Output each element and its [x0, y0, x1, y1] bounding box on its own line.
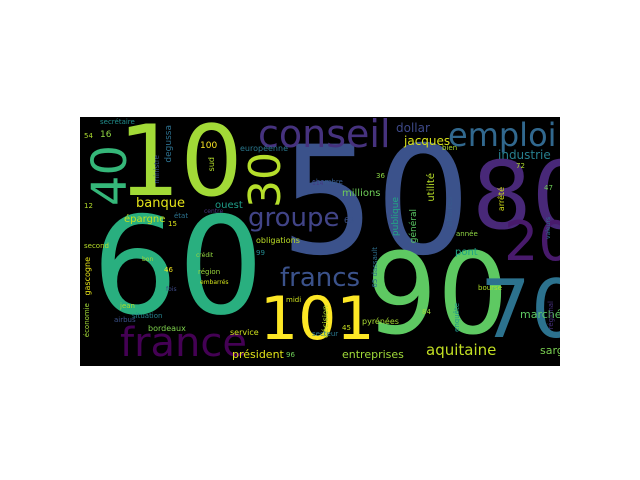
word-114: 114: [312, 180, 324, 187]
word-chambre: chambre: [312, 178, 343, 186]
word-pyrenees: pyrénées: [362, 317, 399, 326]
word-economie: économie: [83, 303, 91, 338]
word-pont: pont: [455, 247, 478, 258]
word-president: président: [232, 348, 284, 361]
word-fois: fois: [166, 286, 177, 293]
word-16: 16: [100, 130, 112, 140]
word-centre: centre: [204, 208, 224, 215]
word-regional: régional: [547, 301, 555, 330]
word-dollar: dollar: [396, 121, 430, 135]
word-45: 45: [342, 324, 351, 332]
word-aquitaine: aquitaine: [426, 341, 497, 359]
word-10: 10: [118, 117, 243, 219]
word-bourse: bourse: [478, 284, 502, 292]
word-jacques: jacques: [404, 134, 451, 148]
word-region: région: [198, 268, 221, 276]
word-99: 99: [256, 249, 265, 257]
word-20: 20: [504, 210, 560, 273]
word-46: 46: [164, 266, 173, 274]
word-midi: midi: [286, 296, 302, 304]
word-secteur: secteur: [312, 330, 339, 338]
word-arrete: arrêté: [497, 187, 506, 212]
word-bon: bon: [142, 256, 154, 263]
word-90: 90: [366, 230, 509, 360]
word-30: 30: [240, 152, 291, 208]
word-36: 36: [376, 172, 385, 180]
word-valeurs: valeurs: [545, 217, 552, 239]
word-cloud: 50 60 10 90 80 70 40 30 20 101 conseil e…: [80, 117, 560, 366]
word-francs: francs: [280, 263, 361, 293]
word-annee: année: [456, 230, 478, 238]
word-affaires: affaires: [445, 197, 454, 227]
word-general: général: [409, 209, 419, 244]
word-degussa: degussa: [164, 125, 174, 163]
word-conseil: conseil: [258, 117, 391, 156]
word-50: 50: [280, 117, 471, 289]
word-jean: jean: [120, 302, 135, 310]
word-54: 54: [84, 132, 93, 140]
word-groupe: groupe: [248, 203, 340, 233]
word-europeenne: européenne: [240, 144, 288, 153]
word-dassault: 65 dassault: [371, 247, 379, 288]
word-france: france: [120, 320, 247, 366]
word-84: 84: [422, 308, 431, 316]
word-obligations: obligations: [256, 236, 300, 245]
word-enquete: enquête: [453, 303, 461, 332]
word-63: 63: [344, 216, 355, 225]
word-airbus: airbus: [114, 316, 136, 324]
word-service: service: [230, 328, 259, 337]
word-sarget: sarget: [540, 344, 560, 357]
word-embarres: embarrés: [200, 279, 229, 286]
word-101: 101: [260, 284, 375, 354]
word-sud: sud: [207, 157, 216, 172]
word-marche: marché: [520, 308, 560, 321]
word-etat: état: [174, 212, 189, 220]
word-ouest: ouest: [215, 200, 243, 211]
word-emploi: emploi: [448, 117, 557, 154]
word-ministre: ministre: [153, 155, 161, 184]
word-credit: crédit: [196, 252, 214, 259]
word-40: 40: [82, 145, 138, 207]
word-gascogne: gascogne: [83, 257, 92, 296]
word-15: 15: [168, 220, 177, 228]
word-bien: bien: [442, 144, 458, 152]
word-70: 70: [480, 263, 560, 356]
word-banque: banque: [136, 196, 185, 211]
word-100: 100: [200, 141, 218, 151]
word-12: 12: [84, 202, 93, 210]
word-bordeaux: bordeaux: [148, 324, 186, 333]
word-96: 96: [286, 351, 295, 359]
word-72: 72: [516, 162, 525, 170]
word-secretaire: secrétaire: [100, 118, 135, 126]
word-47: 47: [544, 184, 553, 192]
word-80: 80: [472, 142, 560, 251]
word-utilite: utilité: [426, 173, 437, 202]
word-60: 60: [92, 188, 264, 345]
word-situation: situation: [132, 312, 163, 320]
word-publique: publique: [391, 197, 401, 237]
word-industrie: industrie: [498, 148, 551, 162]
word-epargne: épargne: [124, 214, 166, 225]
word-second: second: [84, 242, 109, 250]
word-entreprises: entreprises: [342, 348, 404, 361]
word-millions: millions: [342, 188, 381, 199]
